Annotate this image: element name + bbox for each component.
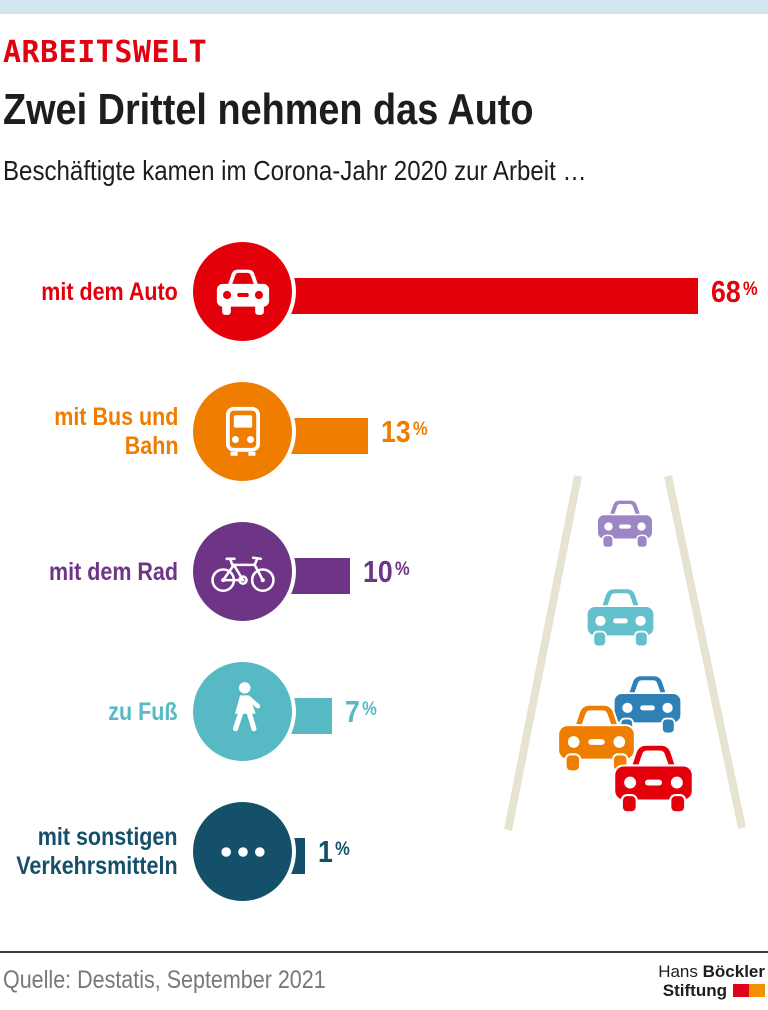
bar-value: 7% <box>345 694 377 735</box>
top-accent-bar <box>0 0 768 14</box>
row-label: mit sonstigen Verkehrsmitteln <box>0 782 178 922</box>
bar-value-number: 7 <box>345 694 360 729</box>
logo-name-regular: Hans <box>658 962 698 981</box>
logo-stiftung: Stiftung <box>662 981 727 1000</box>
logo-orange-square <box>749 984 765 997</box>
footer-divider <box>0 951 768 953</box>
kicker: ARBEITSWELT <box>3 35 208 70</box>
bar-value-unit: % <box>362 699 377 721</box>
bar-value: 10% <box>363 554 410 595</box>
category-circle <box>193 662 292 761</box>
bar-value: 13% <box>381 414 428 455</box>
ellipsis-icon <box>220 846 265 857</box>
bar-value: 68% <box>711 274 758 315</box>
road-car-red <box>611 742 696 813</box>
row-label-line: mit sonstigen <box>38 823 178 851</box>
chart-row-rad: mit dem Rad 10% <box>0 502 768 642</box>
chart-row-fuss: zu Fuß 7% <box>0 642 768 782</box>
logo-line1: Hans Böckler <box>658 962 765 981</box>
road-line-left <box>504 475 582 831</box>
chart-row-auto: mit dem Auto 68% <box>0 222 768 362</box>
row-label-line: mit dem Rad <box>48 557 178 586</box>
category-circle <box>193 242 292 341</box>
hans-boeckler-stiftung-logo: Hans Böckler Stiftung <box>658 962 765 1000</box>
bicycle-icon <box>210 556 275 592</box>
bar-value-number: 68 <box>711 274 741 309</box>
bar-value-unit: % <box>335 839 350 861</box>
bus-icon <box>225 406 260 456</box>
row-label: mit dem Auto <box>0 222 178 362</box>
logo-line2: Stiftung <box>663 981 765 1000</box>
road-car-teal <box>584 586 657 647</box>
road-illustration <box>504 475 746 831</box>
page-subtitle: Beschäftigte kamen im Corona-Jahr 2020 z… <box>3 155 587 186</box>
source-note: Quelle: Destatis, September 2021 <box>3 966 326 994</box>
chart-row-bus-bahn: mit Bus und Bahn 13% <box>0 362 768 502</box>
bar-value-number: 1 <box>318 834 333 869</box>
bar-auto <box>240 278 698 314</box>
category-circle <box>193 802 292 901</box>
road-car-blue <box>611 673 684 734</box>
road-car-orange <box>555 702 638 772</box>
bar-value-number: 13 <box>381 414 411 449</box>
chart-row-sonstige: mit sonstigen Verkehrsmitteln 1% <box>0 782 768 922</box>
row-label-line: Bahn <box>124 432 178 460</box>
bar-value-unit: % <box>412 419 428 441</box>
row-label: zu Fuß <box>0 642 178 782</box>
category-circle <box>193 382 292 481</box>
row-label-line: mit Bus und <box>53 403 178 431</box>
bar-value: 1% <box>318 834 350 875</box>
car-icon <box>214 267 272 316</box>
row-label-line: Verkehrsmitteln <box>16 852 178 880</box>
bar-value-number: 10 <box>363 554 393 589</box>
road-car-purple <box>595 498 655 548</box>
bar-value-unit: % <box>394 559 410 581</box>
road-line-right <box>664 475 746 829</box>
bar-value-unit: % <box>742 279 758 301</box>
logo-name-bold: Böckler <box>702 962 765 981</box>
pedestrian-icon <box>232 681 260 731</box>
logo-red-square <box>733 984 749 997</box>
page-title: Zwei Drittel nehmen das Auto <box>3 85 534 134</box>
row-label: mit dem Rad <box>0 502 178 642</box>
row-label-line: mit dem Auto <box>41 277 178 306</box>
category-circle <box>193 522 292 621</box>
row-label: mit Bus und Bahn <box>0 362 178 502</box>
row-label-line: zu Fuß <box>108 697 178 726</box>
